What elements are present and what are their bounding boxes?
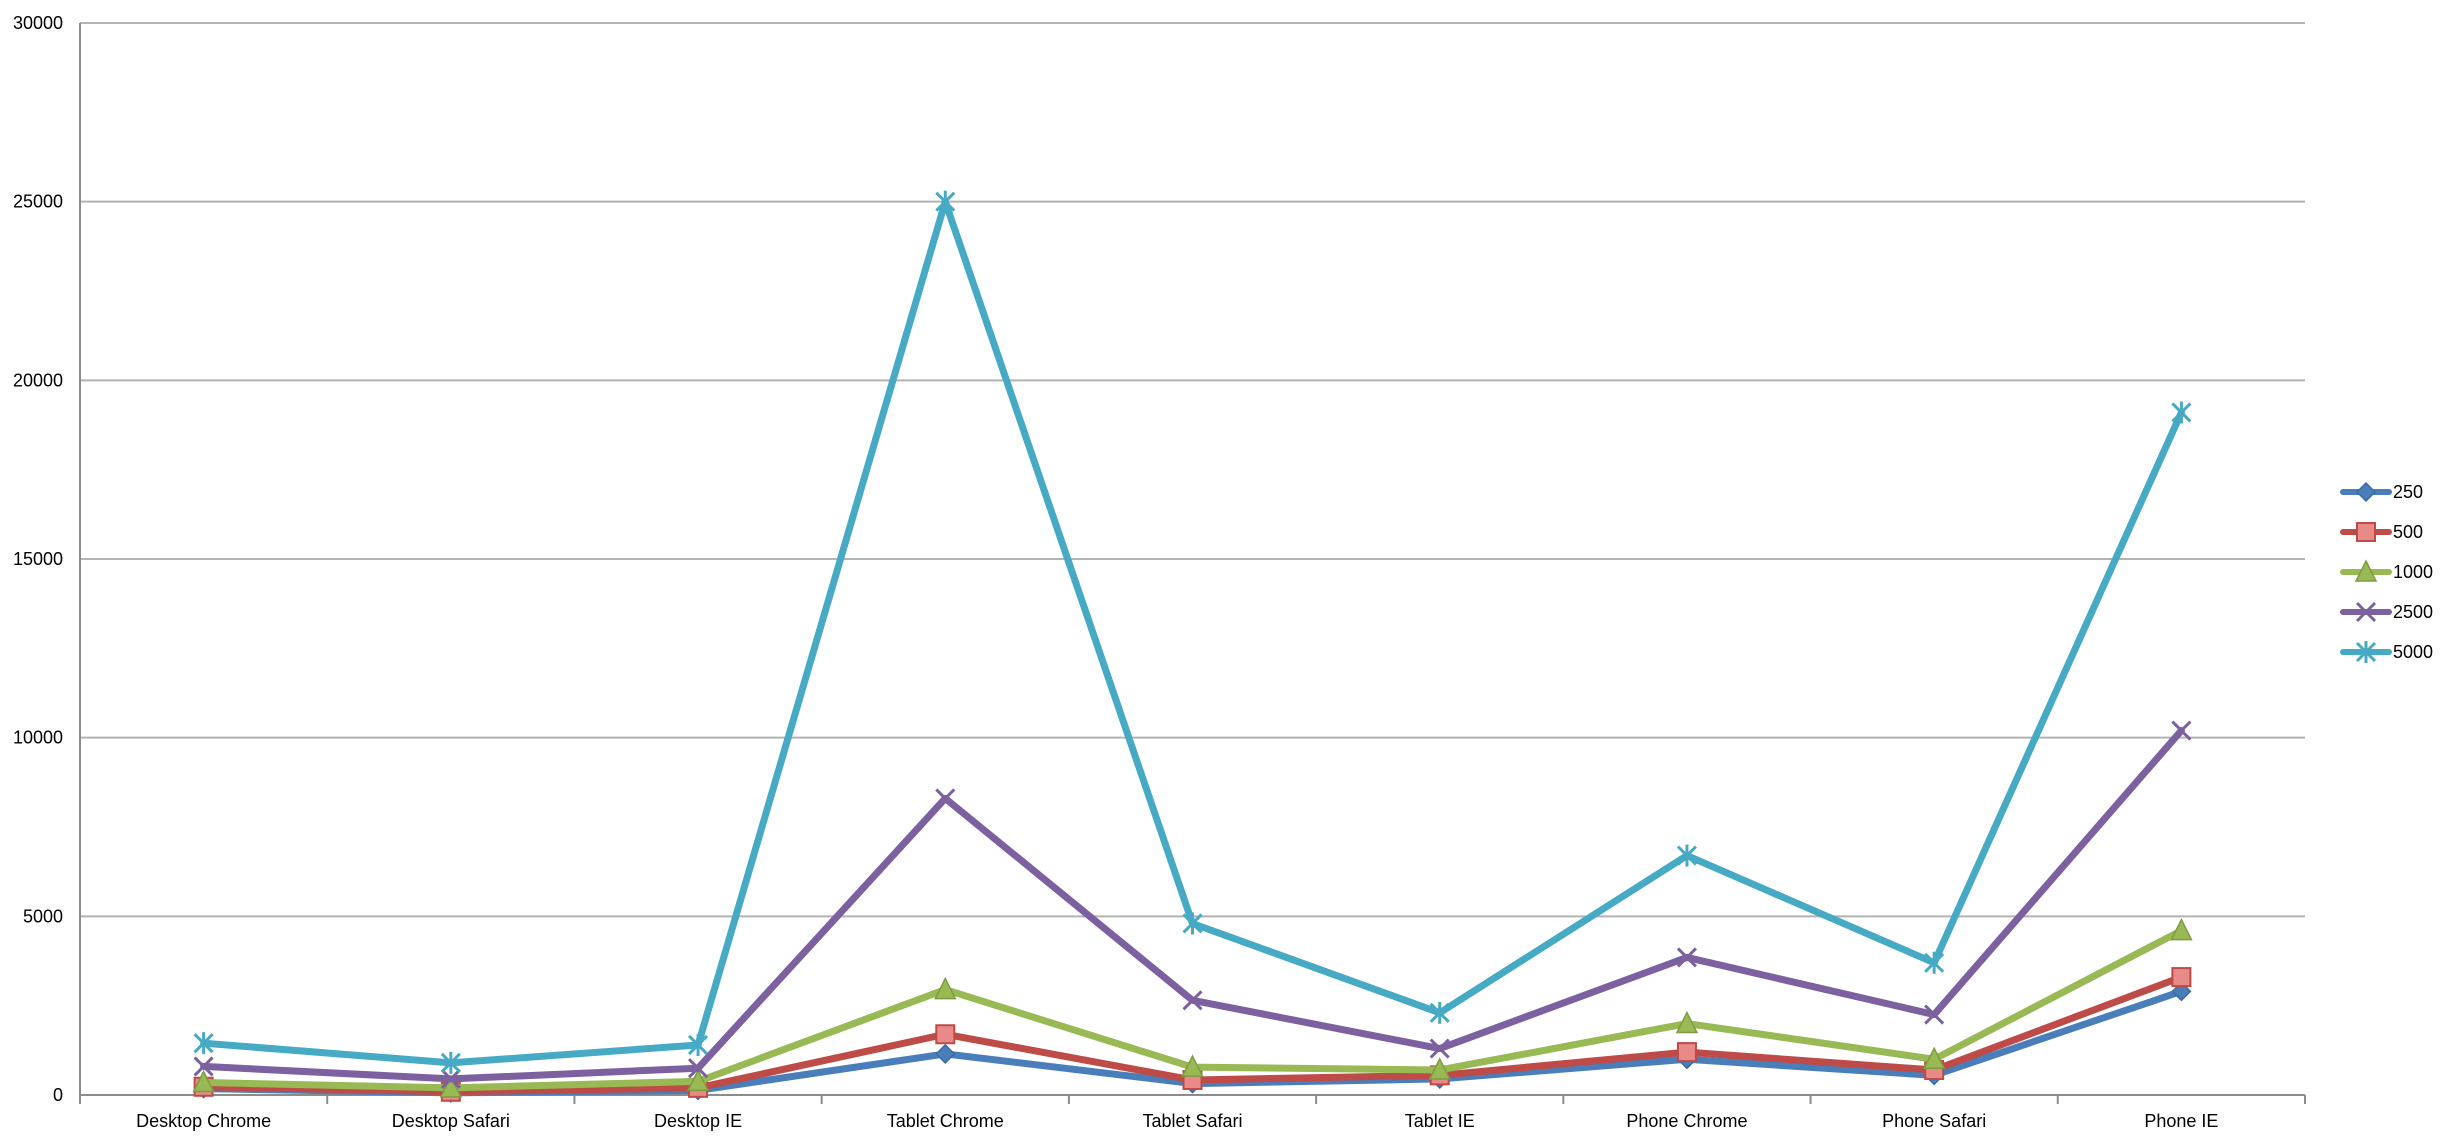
x-tick-label: Phone IE [2144, 1111, 2218, 1131]
legend-marker [2356, 522, 2376, 542]
y-tick-label: 20000 [13, 370, 63, 390]
x-tick-label: Tablet Chrome [887, 1111, 1004, 1131]
x-tick-label: Tablet Safari [1142, 1111, 1242, 1131]
legend-item-5000: 5000 [2340, 641, 2433, 663]
data-point-2500 [1429, 1038, 1450, 1059]
x-tick-label: Phone Chrome [1626, 1111, 1747, 1131]
y-tick-label: 5000 [23, 906, 63, 926]
y-tick-label: 15000 [13, 549, 63, 569]
legend-marker [2355, 641, 2377, 663]
series-line-2500 [200, 727, 2185, 1083]
data-point-1000 [686, 1068, 710, 1092]
series-lines [192, 190, 2193, 1103]
series-2500 [193, 720, 2192, 1089]
data-point-1000 [1428, 1057, 1451, 1080]
series-500 [193, 967, 2192, 1102]
series-5000 [193, 190, 2192, 1074]
data-point-2500 [935, 788, 956, 809]
data-point-1000 [1922, 1046, 1946, 1070]
x-tick-label: Desktop Chrome [136, 1111, 271, 1131]
x-tick-label: Desktop Safari [392, 1111, 510, 1131]
legend-item-500: 500 [2340, 522, 2423, 542]
data-point-2500 [193, 1056, 214, 1077]
data-point-5000 [1429, 1001, 1450, 1024]
y-tick-label: 25000 [13, 192, 63, 212]
legend-label: 1000 [2393, 562, 2433, 582]
legend-label: 5000 [2393, 642, 2433, 662]
y-tick-label: 30000 [13, 13, 63, 33]
data-point-5000 [193, 1032, 214, 1055]
data-point-1000 [934, 976, 957, 1000]
legend-item-1000: 1000 [2340, 559, 2433, 582]
data-point-1000 [2170, 917, 2193, 941]
x-tick-label: Phone Safari [1882, 1111, 1986, 1131]
data-point-2500 [687, 1058, 709, 1079]
data-point-5000 [1924, 951, 1945, 974]
data-point-5000 [687, 1033, 709, 1056]
data-point-5000 [440, 1051, 461, 1074]
legend-item-2500: 2500 [2340, 601, 2433, 623]
gridlines [80, 22, 2305, 918]
legend-label: 250 [2393, 482, 2423, 502]
data-point-5000 [935, 190, 956, 213]
legend-marker [2355, 601, 2377, 623]
data-point-2500 [1182, 990, 1203, 1011]
data-point-1000 [1181, 1054, 1204, 1077]
x-tick-label: Desktop IE [654, 1111, 742, 1131]
data-point-1000 [439, 1075, 463, 1098]
data-point-2500 [1676, 947, 1698, 968]
legend: 250 500 1000 2500 5000 [2340, 481, 2433, 663]
data-point-5000 [1182, 912, 1203, 935]
data-point-2500 [440, 1068, 461, 1089]
y-tick-label: 0 [53, 1085, 63, 1105]
axes: 0 5000 10000 15000 20000 25000 30000 Desktop Ch… [13, 13, 2306, 1131]
legend-marker [2354, 559, 2378, 582]
series-1000 [192, 917, 2193, 1098]
y-tick-label: 10000 [13, 728, 63, 748]
data-point-1000 [1675, 1010, 1699, 1034]
legend-marker [2355, 481, 2377, 503]
x-tick-label: Tablet IE [1405, 1111, 1475, 1131]
legend-label: 500 [2393, 522, 2423, 542]
data-point-5000 [2171, 401, 2192, 424]
data-point-5000 [1676, 844, 1698, 867]
data-point-2500 [2171, 720, 2192, 741]
data-point-500 [935, 1024, 956, 1045]
data-point-250 [935, 1043, 956, 1064]
legend-label: 2500 [2393, 602, 2433, 622]
data-point-1000 [192, 1069, 215, 1093]
data-point-500 [1676, 1042, 1697, 1063]
legend-item-250: 250 [2340, 481, 2423, 503]
data-point-2500 [1924, 1004, 1945, 1025]
data-point-500 [2171, 967, 2192, 988]
